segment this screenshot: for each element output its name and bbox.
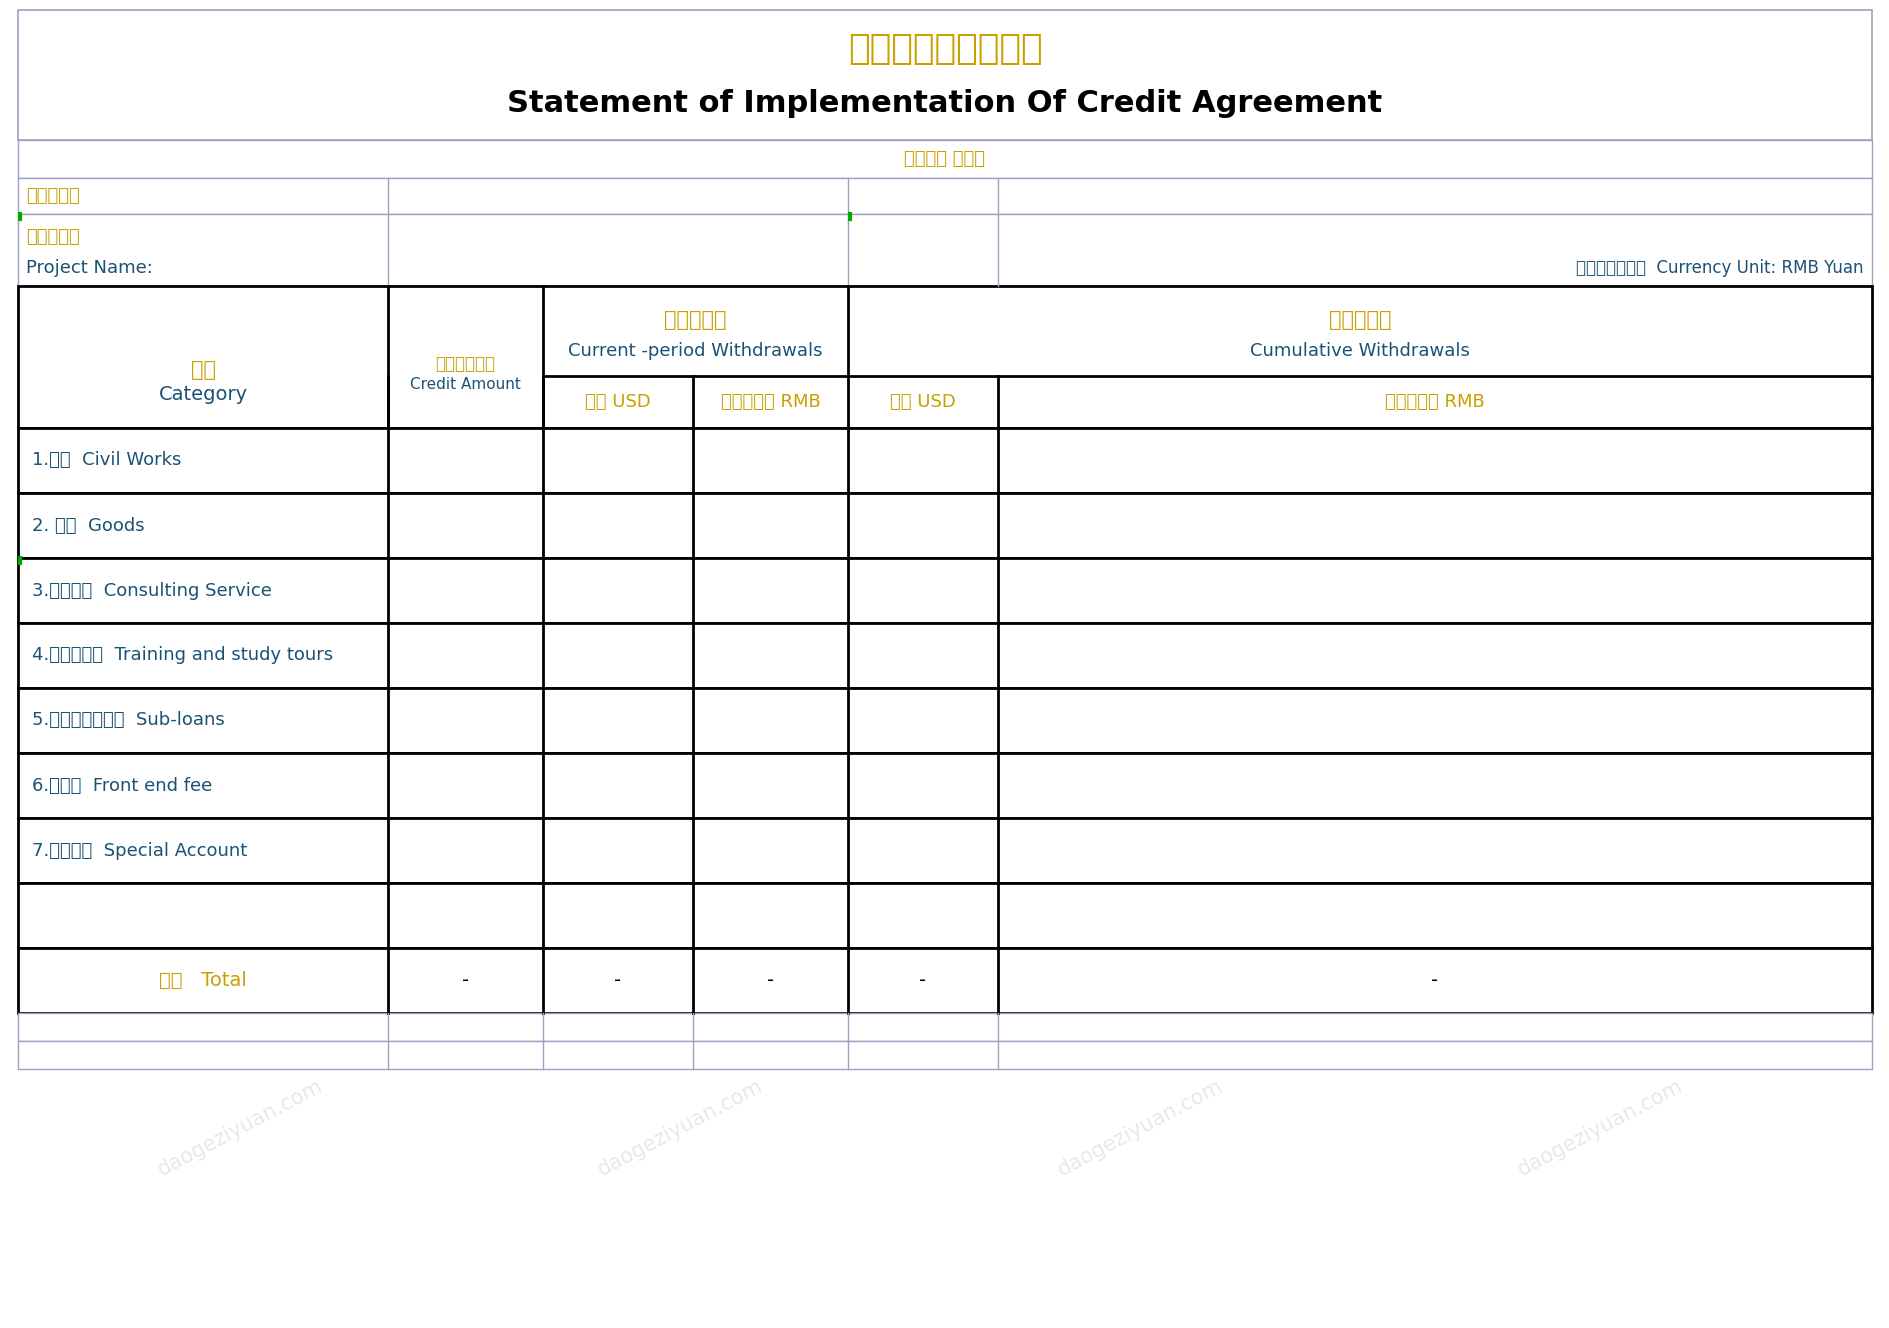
Bar xyxy=(19,493,1870,558)
Text: daogeziyuan.com: daogeziyuan.com xyxy=(593,76,765,181)
Bar xyxy=(19,623,1870,688)
Text: 3.咨询服务  Consulting Service: 3.咨询服务 Consulting Service xyxy=(32,582,272,599)
Text: 折合人民币 RMB: 折合人民币 RMB xyxy=(1385,393,1485,410)
Text: 总计   Total: 总计 Total xyxy=(159,971,247,989)
Text: Statement of Implementation Of Credit Agreement: Statement of Implementation Of Credit Ag… xyxy=(506,89,1383,118)
Text: daogeziyuan.com: daogeziyuan.com xyxy=(1054,726,1226,830)
Text: daogeziyuan.com: daogeziyuan.com xyxy=(153,76,325,181)
Bar xyxy=(19,753,1870,818)
Bar xyxy=(19,178,1870,214)
Text: 折合人民币 RMB: 折合人民币 RMB xyxy=(720,393,820,410)
Text: 6.先征费  Front end fee: 6.先征费 Front end fee xyxy=(32,777,212,794)
Text: 核定贷款金额: 核定贷款金额 xyxy=(434,355,495,373)
Text: 贷款协定执行情况表: 贷款协定执行情况表 xyxy=(848,32,1041,66)
Text: daogeziyuan.com: daogeziyuan.com xyxy=(593,376,765,479)
Text: daogeziyuan.com: daogeziyuan.com xyxy=(1513,376,1685,479)
Text: daogeziyuan.com: daogeziyuan.com xyxy=(593,726,765,830)
Text: -: - xyxy=(1430,971,1438,989)
Text: 类别: 类别 xyxy=(191,360,215,381)
Bar xyxy=(19,818,1870,883)
Text: daogeziyuan.com: daogeziyuan.com xyxy=(1054,376,1226,479)
Bar xyxy=(19,428,1870,493)
Bar xyxy=(19,558,1870,623)
Text: daogeziyuan.com: daogeziyuan.com xyxy=(1513,1076,1685,1181)
Bar xyxy=(19,286,1870,428)
Text: 4.培训和考察  Training and study tours: 4.培训和考察 Training and study tours xyxy=(32,647,332,664)
Bar xyxy=(19,139,1870,178)
Text: -: - xyxy=(614,971,621,989)
Bar xyxy=(19,948,1870,1013)
Text: Category: Category xyxy=(159,385,247,404)
Text: 美元 USD: 美元 USD xyxy=(586,393,650,410)
Text: 1.工程  Civil Works: 1.工程 Civil Works xyxy=(32,452,181,470)
Text: 累计提款数: 累计提款数 xyxy=(1328,311,1390,331)
Text: 项目名称：: 项目名称： xyxy=(26,228,79,246)
Text: daogeziyuan.com: daogeziyuan.com xyxy=(1513,726,1685,830)
Text: 本期提款数: 本期提款数 xyxy=(663,311,727,331)
Bar xyxy=(19,11,1870,139)
Text: Cumulative Withdrawals: Cumulative Withdrawals xyxy=(1249,341,1470,360)
Text: 本期截至 年月日: 本期截至 年月日 xyxy=(905,150,984,169)
Text: daogeziyuan.com: daogeziyuan.com xyxy=(1054,76,1226,181)
Text: 单位：人民币元  Currency Unit: RMB Yuan: 单位：人民币元 Currency Unit: RMB Yuan xyxy=(1575,259,1863,278)
Text: Credit Amount: Credit Amount xyxy=(410,377,521,392)
Text: Project Name:: Project Name: xyxy=(26,259,153,278)
Bar xyxy=(19,1041,1870,1069)
Bar xyxy=(19,883,1870,948)
Text: daogeziyuan.com: daogeziyuan.com xyxy=(153,376,325,479)
Text: daogeziyuan.com: daogeziyuan.com xyxy=(1513,76,1685,181)
Text: daogeziyuan.com: daogeziyuan.com xyxy=(1054,1076,1226,1181)
Text: daogeziyuan.com: daogeziyuan.com xyxy=(593,1076,765,1181)
Text: 5.农田生产分贷款  Sub-loans: 5.农田生产分贷款 Sub-loans xyxy=(32,712,225,729)
Bar xyxy=(19,214,1870,286)
Text: 美元 USD: 美元 USD xyxy=(890,393,956,410)
Text: -: - xyxy=(767,971,774,989)
Text: 2. 货物  Goods: 2. 货物 Goods xyxy=(32,517,145,534)
Text: daogeziyuan.com: daogeziyuan.com xyxy=(153,1076,325,1181)
Bar xyxy=(19,688,1870,753)
Text: -: - xyxy=(918,971,926,989)
Text: Current -period Withdrawals: Current -period Withdrawals xyxy=(569,341,822,360)
Text: 7.专用账户  Special Account: 7.专用账户 Special Account xyxy=(32,842,247,859)
Text: -: - xyxy=(461,971,468,989)
Text: daogeziyuan.com: daogeziyuan.com xyxy=(153,726,325,830)
Text: 填报单位：: 填报单位： xyxy=(26,187,79,205)
Bar xyxy=(19,1013,1870,1041)
